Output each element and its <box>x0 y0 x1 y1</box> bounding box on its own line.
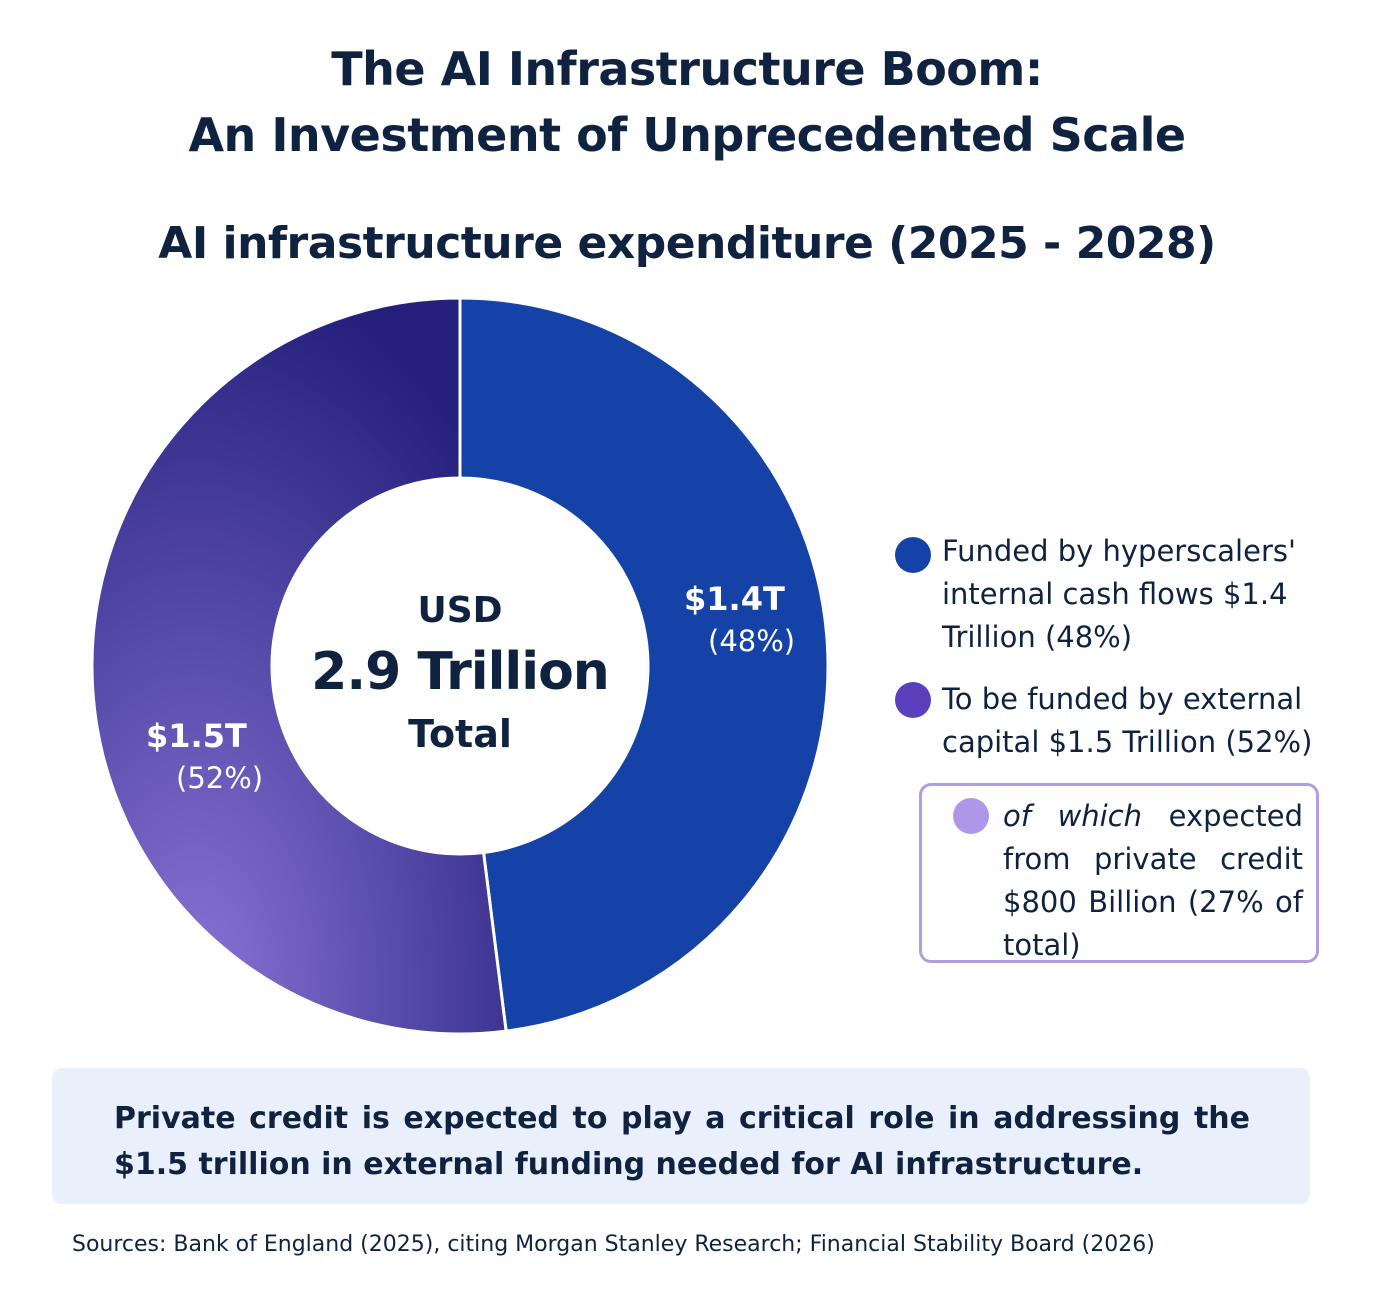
donut-slice-internal <box>458 296 830 1033</box>
data-label-internal-percent: (48%) <box>708 624 796 658</box>
legend-marker-external <box>895 682 931 718</box>
donut-center-total-label: Total <box>408 712 512 756</box>
legend-entry-private-credit: of which expected from private credit $8… <box>1003 795 1303 967</box>
main-title-line-2: An Investment of Unprecedented Scale <box>188 108 1186 162</box>
donut-center-total-value: 2.9 Trillion <box>311 642 610 702</box>
data-label-external-percent: (52%) <box>176 761 264 795</box>
main-title-line-1: The AI Infrastructure Boom: <box>331 42 1043 96</box>
data-label-internal-amount: $1.4T <box>684 580 785 618</box>
legend-entry-private-credit-italic: of which <box>1003 799 1143 833</box>
data-label-external-amount: $1.5T <box>146 717 247 755</box>
donut-chart <box>90 296 830 1036</box>
data-label-external: $1.5T (52%) <box>146 717 263 795</box>
legend-marker-internal <box>895 537 931 573</box>
data-label-internal: $1.4T (48%) <box>684 580 795 658</box>
donut-slice-external <box>90 296 508 1036</box>
legend-entry-internal: Funded by hyperscalers' internal cash fl… <box>942 534 1296 654</box>
chart-title: AI infrastructure expenditure (2025 - 20… <box>158 218 1216 269</box>
legend-marker-private-credit <box>953 798 989 834</box>
donut-center-currency: USD <box>417 590 503 631</box>
legend-entry-private-credit-text: expected from private credit $800 Billio… <box>1003 799 1303 962</box>
key-takeaway-callout: Private credit is expected to play a cri… <box>52 1068 1310 1204</box>
sources-footnote: Sources: Bank of England (2025), citing … <box>72 1232 1155 1257</box>
legend-entry-external: To be funded by external capital $1.5 Tr… <box>942 682 1313 759</box>
